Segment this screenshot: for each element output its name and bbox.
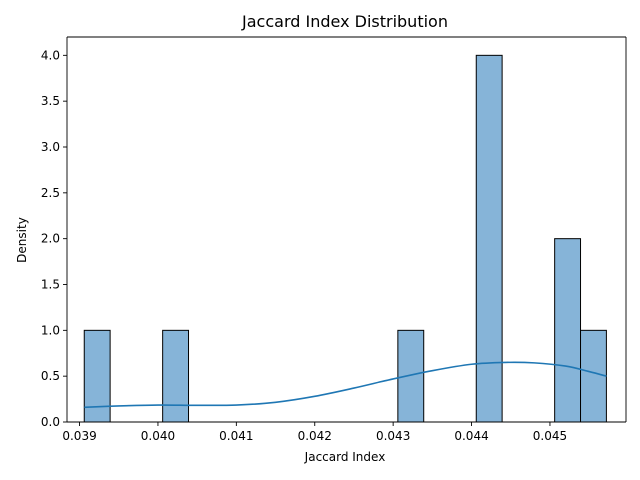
y-tick-label: 1.0 — [41, 323, 60, 337]
y-tick-label: 4.0 — [41, 48, 60, 62]
y-tick-label: 0.5 — [41, 369, 60, 383]
axes-group: 0.039 0.040 0.041 0.042 0.043 0.044 0.045 0.0 0.… — [41, 36, 627, 443]
histogram-bar — [554, 238, 582, 423]
y-tick-label: 0.0 — [41, 415, 60, 429]
histogram-bar — [83, 329, 111, 423]
y-tick-label: 1.5 — [41, 278, 60, 292]
y-tick-label: 3.5 — [41, 94, 60, 108]
y-axis-label: Density — [15, 217, 29, 263]
x-tick-label: 0.042 — [298, 429, 332, 443]
histogram-bar — [475, 54, 503, 423]
chart-title: Jaccard Index Distribution — [242, 12, 448, 31]
histogram-bar — [397, 329, 425, 423]
kde-group — [84, 361, 607, 409]
y-tick-label: 2.5 — [41, 186, 60, 200]
x-axis-label: Jaccard Index — [304, 450, 386, 464]
x-tick-label: 0.040 — [141, 429, 175, 443]
x-tick-label: 0.045 — [533, 429, 567, 443]
x-tick-label: 0.039 — [62, 429, 96, 443]
bars-group — [83, 54, 607, 423]
x-tick-label: 0.041 — [219, 429, 253, 443]
x-tick-label: 0.044 — [454, 429, 488, 443]
kde-line — [84, 361, 607, 409]
x-tick-label: 0.043 — [376, 429, 410, 443]
histogram-bar — [162, 329, 190, 423]
histogram-bar — [580, 329, 607, 423]
y-tick-label: 2.0 — [41, 232, 60, 246]
y-tick-label: 3.0 — [41, 140, 60, 154]
